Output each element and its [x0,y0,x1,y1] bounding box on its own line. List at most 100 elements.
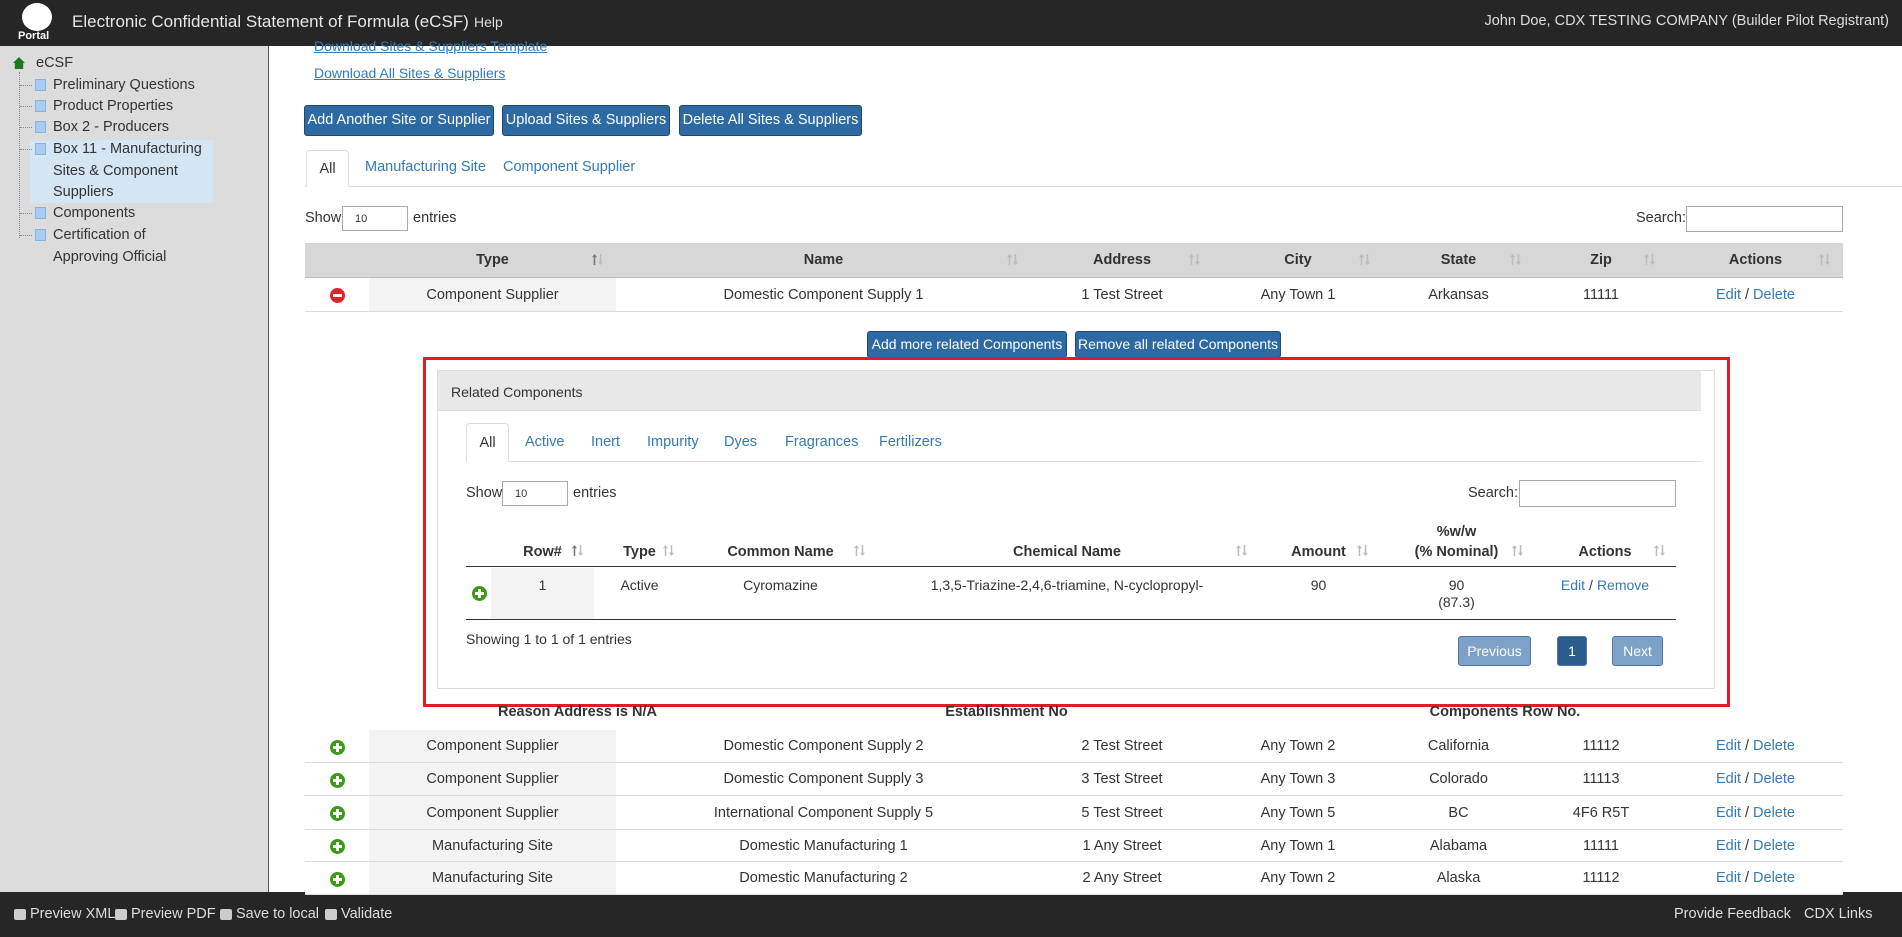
footer-action[interactable]: Preview PDF [131,906,216,922]
column-header: Address [1092,252,1152,268]
link[interactable]: Download Sites & Suppliers Template [314,38,548,54]
table-info: Showing 1 to 1 of 1 entries [466,631,632,647]
icon-bar [336,809,339,818]
inner-tab[interactable]: Dyes [724,434,758,450]
cell: Manufacturing Site [432,870,553,886]
footer-link[interactable]: Provide Feedback [1674,906,1791,922]
folder-icon [35,100,46,112]
page-size-select[interactable]: 10 [342,206,408,231]
tree-item[interactable]: Certification of Approving Official [53,227,167,265]
action-edit[interactable]: Edit [1716,870,1742,886]
action-edit[interactable]: Edit [1560,577,1586,593]
sort-icon [1195,254,1200,265]
action-edit[interactable]: Edit [1716,738,1742,754]
action-edit[interactable]: Edit [1716,838,1742,854]
tree-item[interactable]: Box 11 - Manufacturing Sites & Component… [53,141,202,200]
tree-branch [20,213,32,214]
tab-active[interactable]: All [306,150,349,187]
help-menu[interactable]: Help [474,14,503,30]
inner-search-label: Search: [1468,485,1518,501]
cell: Component Supplier [426,805,559,821]
tree-item[interactable]: Components [53,205,136,221]
action-edit[interactable]: Edit [1716,805,1742,821]
top-bar [0,0,1902,46]
action-delete[interactable]: Delete [1753,287,1795,303]
sort-icon [860,545,865,556]
tree-item[interactable]: Preliminary Questions [53,77,195,93]
tree-branch [20,106,32,107]
action-delete[interactable]: Delete [1753,771,1795,787]
cell: 90 [1448,577,1465,593]
sort-icon [1013,254,1018,265]
footer-icon [115,909,127,920]
action-separator: / [1745,805,1750,821]
inner-tab[interactable]: Impurity [647,434,699,450]
action-remove[interactable]: Remove [1596,577,1650,593]
button[interactable]: Delete All Sites & Suppliers [679,105,862,136]
page-button[interactable]: Next [1612,636,1663,666]
icon-bar [336,842,339,851]
column-header: City [1284,252,1312,268]
folder-icon [35,229,46,241]
sort-icon [1189,254,1194,265]
action-delete[interactable]: Delete [1753,805,1795,821]
cell: Any Town 2 [1260,870,1336,886]
tree-branch [20,235,32,236]
folder-icon [35,207,46,219]
action-delete[interactable]: Delete [1753,738,1795,754]
tree-item[interactable]: Product Properties [53,98,174,114]
inner-tab[interactable]: Active [525,434,565,450]
related-button[interactable]: Add more related Components [867,331,1067,358]
tab[interactable]: Component Supplier [503,159,636,175]
inner-tab-active[interactable]: All [466,423,509,462]
page-button[interactable]: 1 [1557,636,1587,666]
related-button[interactable]: Remove all related Components [1075,331,1281,358]
cell: Manufacturing Site [432,838,553,854]
sort-icon [1819,254,1824,265]
tab[interactable]: Manufacturing Site [365,159,486,175]
column-header: Type [623,544,656,560]
user-info[interactable]: John Doe, CDX TESTING COMPANY (Builder P… [1484,13,1889,29]
search-input[interactable] [1686,206,1843,232]
folder-icon [35,79,46,91]
sorted-cell-bg [369,830,616,861]
footer-link[interactable]: CDX Links [1804,906,1873,922]
tab-line [305,186,1902,187]
cell: Cyromazine [743,577,818,593]
cell: 1 Any Street [1082,838,1162,854]
cell: Alaska [1436,870,1481,886]
inner-page-size[interactable]: 10 [502,481,568,506]
row-actions: Edit / Delete [1668,796,1843,830]
action-edit[interactable]: Edit [1716,287,1742,303]
tree-root[interactable]: eCSF [36,55,74,71]
tree-item[interactable]: Box 2 - Producers [53,119,170,135]
footer-action[interactable]: Validate [341,906,393,922]
action-delete[interactable]: Delete [1753,838,1795,854]
row-actions: Edit / Delete [1668,763,1843,796]
row-actions: Edit / Remove [1534,577,1676,593]
button[interactable]: Upload Sites & Suppliers [502,105,670,136]
page-button[interactable]: Previous [1458,636,1531,666]
inner-tab[interactable]: Inert [591,434,621,450]
inner-search-input[interactable] [1519,480,1676,507]
sort-icon [1357,545,1362,556]
icon-bar [478,589,481,598]
button[interactable]: Add Another Site or Supplier [304,105,494,136]
inner-tab[interactable]: Fragrances [785,434,859,450]
footer-action[interactable]: Preview XML [30,906,116,922]
column-header: Zip [1590,252,1612,268]
action-edit[interactable]: Edit [1716,771,1742,787]
inner-tab[interactable]: Fertilizers [879,434,942,450]
table-header [305,243,1843,278]
cell: Component Supplier [426,287,559,303]
cell: 1 Test Street [1081,287,1163,303]
action-delete[interactable]: Delete [1753,870,1795,886]
icon-bar [336,875,339,884]
cell: California [1427,738,1490,754]
footer-action[interactable]: Save to local [236,906,320,922]
panel-heading [438,371,1701,411]
folder-icon [35,143,46,155]
sort-icon [1007,254,1012,265]
link[interactable]: Download All Sites & Suppliers [314,65,506,81]
